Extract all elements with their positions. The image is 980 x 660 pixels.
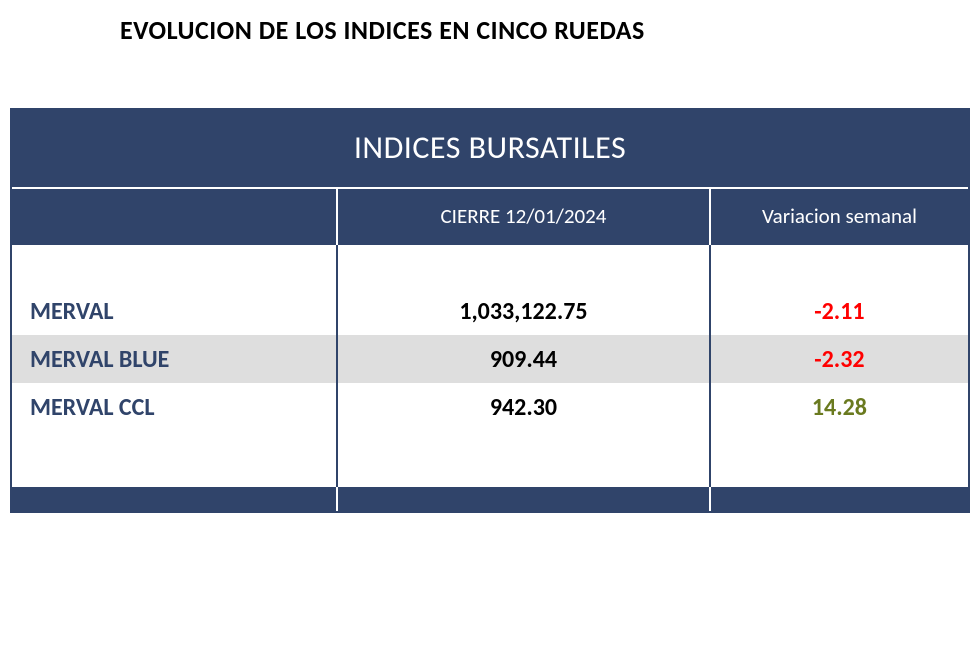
table-header-row: CIERRE 12/01/2024 Variacion semanal (12, 188, 968, 245)
index-close: 909.44 (337, 335, 710, 383)
table-row: MERVAL CCL942.3014.28 (12, 383, 968, 431)
spacer-row (12, 245, 968, 287)
page-title: EVOLUCION DE LOS INDICES EN CINCO RUEDAS (0, 0, 980, 46)
col-header-blank (12, 188, 337, 245)
footer-row (12, 487, 968, 511)
index-name: MERVAL BLUE (12, 335, 337, 383)
col-header-close: CIERRE 12/01/2024 (337, 188, 710, 245)
index-variation: -2.32 (710, 335, 968, 383)
index-name: MERVAL (12, 287, 337, 335)
indices-table: INDICES BURSATILES CIERRE 12/01/2024 Var… (10, 108, 970, 513)
index-variation: -2.11 (710, 287, 968, 335)
bottom-spacer-row (12, 431, 968, 487)
index-close: 1,033,122.75 (337, 287, 710, 335)
index-variation: 14.28 (710, 383, 968, 431)
table-title: INDICES BURSATILES (12, 110, 968, 188)
table-row: MERVAL1,033,122.75-2.11 (12, 287, 968, 335)
index-close: 942.30 (337, 383, 710, 431)
col-header-variation: Variacion semanal (710, 188, 968, 245)
index-name: MERVAL CCL (12, 383, 337, 431)
table-row: MERVAL BLUE909.44-2.32 (12, 335, 968, 383)
table-title-row: INDICES BURSATILES (12, 110, 968, 188)
